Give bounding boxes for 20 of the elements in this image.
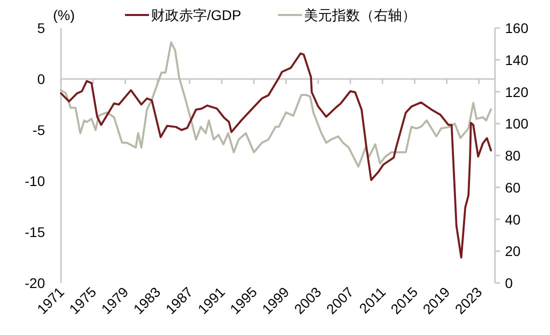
y-tick-label: 0 <box>37 71 46 87</box>
y2-tick-label: 80 <box>505 148 521 164</box>
line-series <box>60 41 492 168</box>
y-axis-title: (%) <box>53 7 75 23</box>
y-tick-label: -20 <box>24 275 46 291</box>
y-tick-label: 5 <box>37 20 46 36</box>
y2-tick-label: 120 <box>505 84 529 100</box>
legend-label: 财政赤字/GDP <box>151 7 242 23</box>
legend-label: 美元指数（右轴） <box>304 7 416 23</box>
y2-tick-label: 140 <box>505 52 529 68</box>
y-tick-label: -5 <box>32 122 46 138</box>
y2-tick-label: 60 <box>505 179 521 196</box>
y2-tick-label: 160 <box>505 20 529 36</box>
y-tick-label: -15 <box>24 224 46 240</box>
y2-tick-label: 40 <box>505 211 521 228</box>
y2-tick-label: 0 <box>505 275 513 291</box>
y-tick-label: -10 <box>24 173 46 189</box>
y2-tick-label: 20 <box>505 243 521 260</box>
line-series <box>60 52 492 258</box>
y2-tick-label: 100 <box>505 116 529 132</box>
